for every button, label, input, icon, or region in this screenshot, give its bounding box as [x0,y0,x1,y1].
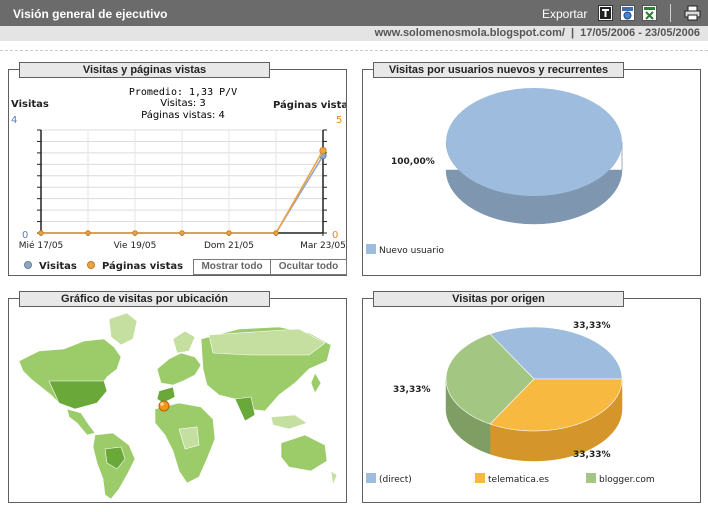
origin-pie: 33,33% 33,33% 33,33% (direct) telematica… [366,321,655,485]
data-point-pageviews[interactable] [38,230,44,236]
right-axis-max: 5 [336,115,342,126]
x-tick-label: Vie 19/05 [114,241,157,251]
pie-slice-1[interactable] [489,378,623,432]
xml-export-icon[interactable] [620,5,635,21]
map-panel-title: Gráfico de visitas por ubicación [19,291,270,307]
legend-telematica-label[interactable]: telematica.es [488,475,549,485]
origin-panel-title: Visitas por origen [373,291,624,307]
export-label[interactable]: Exportar [542,7,588,21]
toolbar-divider [670,4,671,22]
map-russia [208,328,326,356]
map-central-america [66,408,96,436]
pie-slice-0[interactable] [446,88,622,196]
map-panel [8,298,347,503]
x-tick-label: Dom 21/05 [204,241,254,251]
x-tick-label: Mar 23/05 [300,241,346,251]
visits-pageviews-panel: Mié 17/05 Vie 19/05 Dom 21/05 Mar 23/05 Vis… [8,69,347,276]
legend-blogger-swatch [586,473,596,483]
legend-visits-label[interactable]: Visitas [39,261,77,272]
legend-new-user-swatch [366,244,376,254]
right-axis-min: 0 [332,230,338,241]
text-export-icon[interactable] [598,5,613,21]
separator: | [570,27,575,39]
site-bar: www.solomenosmola.blogspot.com/ | 17/05/… [0,26,708,41]
legend-direct-swatch [366,473,376,483]
excel-export-icon[interactable] [642,5,657,21]
map-usa [48,380,108,410]
map-europe [156,352,202,386]
map-brazil [104,446,126,470]
data-point-pageviews[interactable] [226,230,232,236]
visits-line-chart: Mié 17/05 Vie 19/05 Dom 21/05 Mar 23/05 Vis… [11,87,346,272]
map-indonesia [270,414,308,430]
new-returning-panel: 100,00% Nuevo usuario [362,69,701,276]
map-marker-highlight [160,402,164,406]
data-point-pageviews[interactable] [85,230,91,236]
x-tick-label: Mié 17/05 [19,240,64,251]
pie-label-new-user: 100,00% [391,157,435,167]
origin-panel: 33,33% 33,33% 33,33% (direct) telematica… [362,298,701,503]
legend-telematica-swatch [475,473,485,483]
page-title: Visión general de ejecutivo [13,7,168,21]
map-new-zealand [330,470,338,487]
header-bar: Visión general de ejecutivo Exportar [0,0,708,26]
pie-label-direct: 33,33% [573,321,611,331]
toggle-buttons: Mostrar todo Ocultar todo [193,259,347,275]
new-returning-panel-title: Visitas por usuarios nuevos y recurrente… [373,62,624,78]
printer-icon[interactable] [684,5,701,21]
legend-pageviews-marker [87,261,95,269]
x-tick-labels: Mié 17/05 Vie 19/05 Dom 21/05 Mar 23/05 [19,240,346,251]
hide-all-button[interactable]: Ocultar todo [271,259,347,275]
map-australia [280,434,328,472]
show-all-button[interactable]: Mostrar todo [193,259,271,275]
new-returning-pie: 100,00% Nuevo usuario [366,88,623,256]
data-point-pageviews[interactable] [273,230,279,236]
left-axis-max: 4 [11,115,17,126]
legend-direct-label[interactable]: (direct) [379,475,412,485]
site-url[interactable]: www.solomenosmola.blogspot.com/ [374,27,565,39]
map-spain [156,386,176,404]
site-info: www.solomenosmola.blogspot.com/ | 17/05/… [375,27,700,39]
chart-series [38,147,327,236]
dashed-divider [0,50,708,51]
pie-label-blogger: 33,33% [573,450,611,460]
data-point-pageviews[interactable] [179,230,185,236]
legend-visits-marker [24,261,32,269]
map-central-africa [178,426,200,450]
map-greenland [108,312,138,346]
chart-grid [40,129,324,234]
pie-slices [445,88,623,225]
map-india [234,396,256,422]
data-point-pageviews[interactable] [319,147,327,155]
world-map[interactable] [9,299,346,502]
data-point-pageviews[interactable] [132,230,138,236]
legend-blogger-label[interactable]: blogger.com [599,475,655,485]
stats-visits: Visitas: 3 [160,98,206,109]
origin-pie-slices [445,326,623,462]
left-axis-min: 0 [22,230,28,241]
right-axis-label: Páginas vistas [273,99,346,111]
map-scandinavia [172,330,196,354]
pie-slice-2[interactable] [445,333,535,425]
legend-pageviews-label[interactable]: Páginas vistas [102,260,183,272]
left-axis-label: Visitas [11,99,49,110]
map-japan [310,372,322,394]
stats-pageviews: Páginas vistas: 4 [141,109,225,121]
legend-new-user-label[interactable]: Nuevo usuario [379,246,444,256]
map-location-marker[interactable] [158,400,170,412]
pie-slice-0[interactable] [489,326,623,380]
visits-panel-title: Visitas y páginas vistas [19,62,270,78]
pie-label-telematica: 33,33% [393,385,431,395]
date-range[interactable]: 17/05/2006 - 23/05/2006 [580,27,700,39]
stats-average: Promedio: 1,33 P/V [129,87,237,98]
